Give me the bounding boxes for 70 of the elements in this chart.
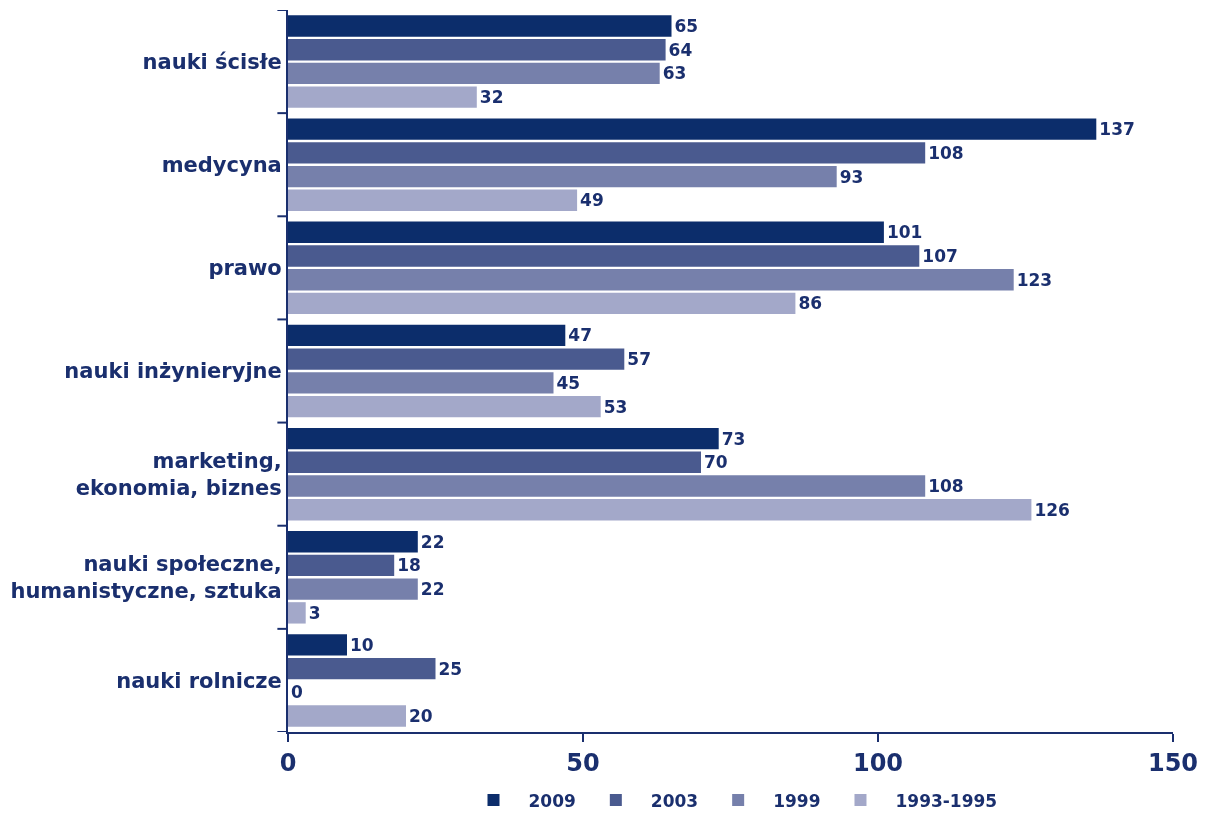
bar (288, 292, 796, 315)
bar (288, 142, 926, 164)
x-tick-label: 150 (1147, 748, 1199, 777)
legend-label: 2009 (528, 790, 576, 811)
bar (288, 395, 601, 418)
data-label: 73 (721, 428, 746, 449)
data-label: 137 (1099, 119, 1135, 140)
data-label: 45 (556, 372, 581, 393)
y-tick-label: nauki inżynieryjne (64, 359, 282, 384)
bar (288, 427, 719, 450)
data-label: 93 (839, 166, 864, 187)
data-label: 108 (928, 476, 964, 497)
data-label: 107 (922, 245, 958, 266)
bar (288, 602, 306, 624)
bar (288, 118, 1097, 140)
bar (288, 475, 926, 497)
data-label: 63 (662, 63, 687, 84)
bar (288, 86, 477, 108)
data-label: 57 (627, 349, 651, 370)
data-label: 123 (1016, 269, 1053, 290)
y-tick-label: marketing, ekonomia, biznes (75, 448, 282, 501)
data-label: 70 (704, 452, 728, 473)
bar (288, 245, 920, 267)
bar (288, 634, 347, 656)
data-label: 101 (886, 222, 923, 243)
bar (288, 705, 406, 727)
data-label: 65 (674, 15, 699, 36)
legend-label: 2003 (650, 790, 699, 811)
data-label: 53 (603, 396, 628, 417)
x-tick-label: 100 (852, 748, 904, 777)
bar (288, 657, 436, 680)
data-label: 3 (308, 602, 321, 623)
bar (288, 554, 395, 577)
data-label: 10 (350, 634, 374, 655)
data-label: 64 (668, 39, 693, 60)
bar (288, 189, 578, 211)
bar (288, 348, 625, 370)
bar (288, 39, 666, 61)
bar (288, 221, 884, 243)
data-label: 22 (420, 531, 445, 552)
data-label: 22 (420, 579, 445, 600)
legend-label: 1999 (773, 790, 821, 811)
legend-label: 1993-1995 (895, 790, 998, 811)
data-label: 108 (928, 142, 964, 163)
data-label: 47 (568, 325, 592, 346)
bar (288, 15, 672, 37)
bar (288, 531, 418, 553)
x-tick-label: 50 (566, 748, 600, 777)
bar (288, 372, 554, 394)
bar (288, 451, 701, 473)
x-tick-label: 0 (279, 748, 297, 777)
y-tick-label: nauki społeczne, humanistyczne, sztuka (10, 551, 282, 604)
bar (288, 324, 566, 347)
data-label: 32 (479, 87, 504, 108)
data-label: 18 (397, 555, 421, 576)
data-label: 49 (580, 190, 604, 211)
y-tick-label: nauki rolnicze (116, 668, 282, 693)
data-label: 20 (409, 706, 433, 727)
y-tick-label: prawo (208, 256, 282, 281)
data-label: 126 (1034, 499, 1070, 520)
bar (288, 269, 1014, 291)
data-label: 86 (798, 293, 823, 314)
data-label: 25 (438, 658, 463, 679)
bar (288, 499, 1032, 521)
y-tick-label: medycyna (161, 153, 282, 178)
data-label: 0 (291, 682, 303, 703)
bar (288, 62, 660, 85)
bar (288, 578, 418, 600)
y-tick-label: nauki ścisłe (142, 49, 282, 74)
bar (288, 165, 837, 188)
